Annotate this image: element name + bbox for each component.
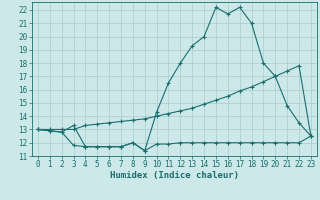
X-axis label: Humidex (Indice chaleur): Humidex (Indice chaleur) <box>110 171 239 180</box>
